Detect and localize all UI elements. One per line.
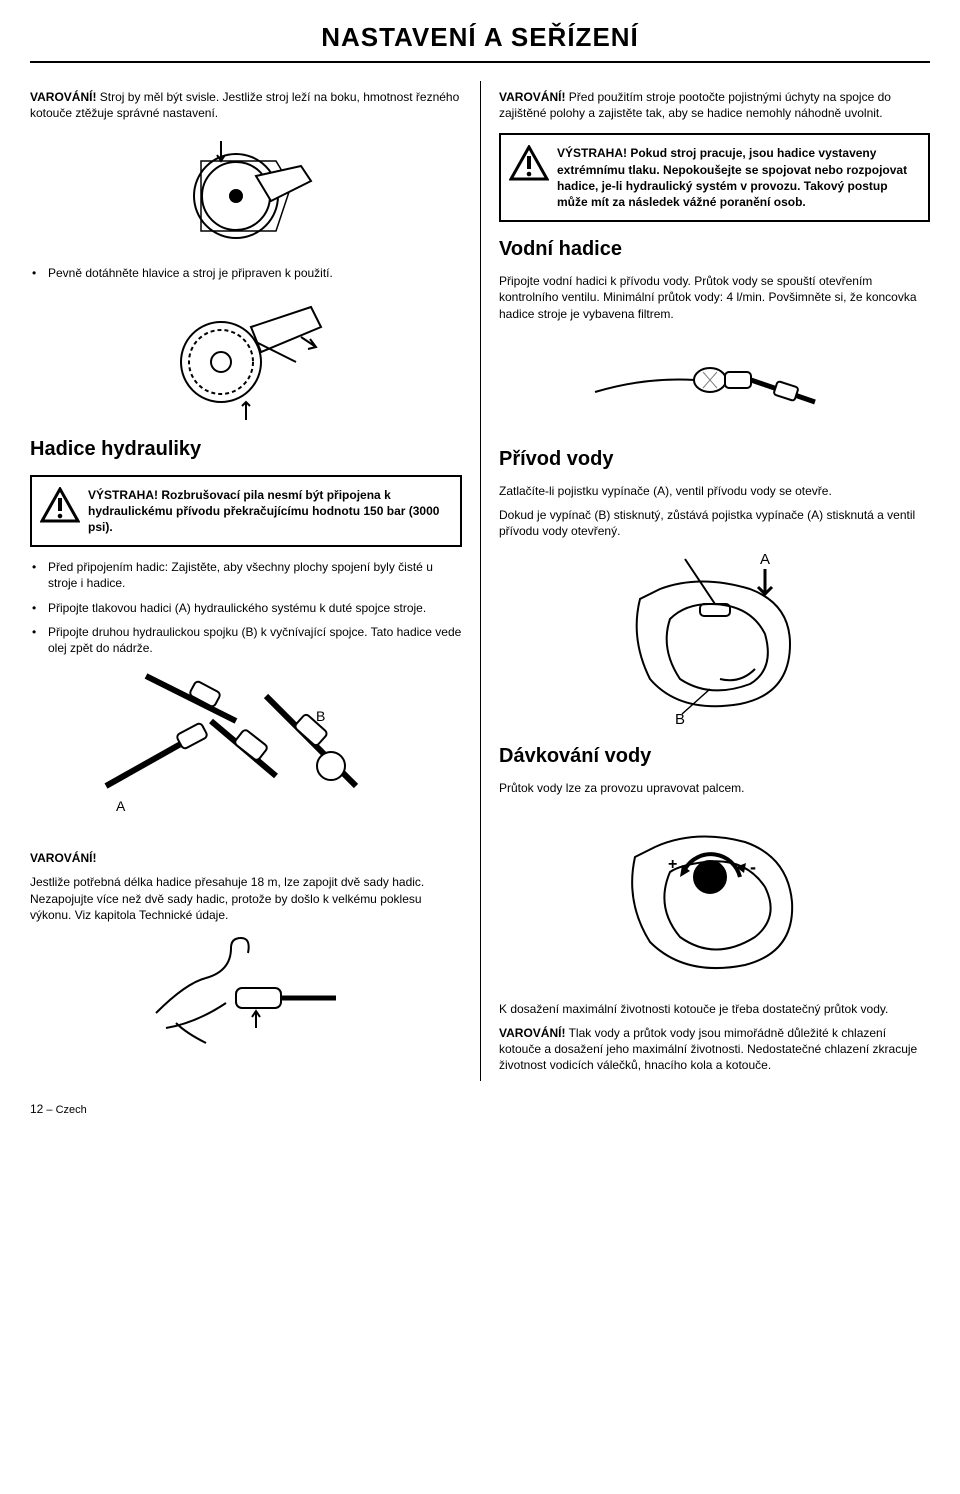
label-a: A — [760, 551, 770, 568]
warning-label: VÝSTRAHA! — [557, 146, 627, 160]
bullet-hose-a: Připojte tlakovou hadici (A) hydraulické… — [30, 600, 462, 616]
warning-triangle-icon — [509, 145, 549, 181]
right-column: VAROVÁNÍ! Před použitím stroje pootočte … — [480, 81, 930, 1081]
heading-water-supply: Přívod vody — [499, 446, 930, 473]
figure-water-hose — [499, 332, 930, 432]
heading-water-hose: Vodní hadice — [499, 236, 930, 263]
figure-dosage-dial: + - — [499, 807, 930, 987]
water-hose-text: Připojte vodní hadici k přívodu vody. Pr… — [499, 273, 930, 322]
bullet-before-connect: Před připojením hadic: Zajistěte, aby vš… — [30, 559, 462, 591]
figure-tighten — [30, 292, 462, 422]
left-column: VAROVÁNÍ! Stroj by měl být svisle. Jestl… — [30, 81, 480, 1081]
page-title: NASTAVENÍ A SEŘÍZENÍ — [30, 20, 930, 63]
heading-water-dosage: Dávkování vody — [499, 743, 930, 770]
dosage-p1: Průtok vody lze za provozu upravovat pal… — [499, 780, 930, 796]
figure-hose-join — [30, 933, 462, 1063]
label-plus: + — [668, 856, 677, 873]
dosage-warning: VAROVÁNÍ! Tlak vody a průtok vody jsou m… — [499, 1025, 930, 1074]
right-warning-intro: VAROVÁNÍ! Před použitím stroje pootočte … — [499, 89, 930, 121]
warning-hose-length: Jestliže potřebná délka hadice přesahuje… — [30, 874, 462, 923]
warning-box-pressure-danger: VÝSTRAHA! Pokud stroj pracuje, jsou hadi… — [499, 133, 930, 222]
warning-triangle-icon — [40, 487, 80, 523]
warning-label: VAROVÁNÍ! — [499, 1026, 565, 1040]
label-b: B — [316, 708, 325, 724]
label-minus: - — [750, 857, 756, 877]
warning-heading: VAROVÁNÍ! — [30, 850, 462, 866]
supply-p2: Dokud je vypínač (B) stisknutý, zůstává … — [499, 507, 930, 539]
figure-trigger-ab: A B — [499, 549, 930, 729]
heading-hydraulic-hoses: Hadice hydrauliky — [30, 436, 462, 463]
bullet-hose-b: Připojte druhou hydraulickou spojku (B) … — [30, 624, 462, 656]
left-warning-intro: VAROVÁNÍ! Stroj by měl být svisle. Jestl… — [30, 89, 462, 121]
figure-blade-adjust — [30, 131, 462, 251]
page-lang: – Czech — [43, 1104, 86, 1116]
page-footer: 12 – Czech — [30, 1101, 930, 1118]
bullet-list: Pevně dotáhněte hlavice a stroj je připr… — [30, 265, 462, 281]
supply-p1: Zatlačíte-li pojistku vypínače (A), vent… — [499, 483, 930, 499]
warning-label: VAROVÁNÍ! — [30, 90, 96, 104]
warning-label: VAROVÁNÍ! — [499, 90, 565, 104]
page-number: 12 — [30, 1102, 43, 1116]
bullet-tighten: Pevně dotáhněte hlavice a stroj je připr… — [30, 265, 462, 281]
label-a: A — [116, 798, 126, 814]
figure-hose-connections: A B — [30, 666, 462, 836]
warning-box-pressure: VÝSTRAHA! Rozbrušovací pila nesmí být př… — [30, 475, 462, 548]
bullet-list-hoses: Před připojením hadic: Zajistěte, aby vš… — [30, 559, 462, 656]
dosage-p2: K dosažení maximální životnosti kotouče … — [499, 1001, 930, 1017]
two-column-layout: VAROVÁNÍ! Stroj by měl být svisle. Jestl… — [30, 81, 930, 1081]
warning-label: VÝSTRAHA! — [88, 488, 158, 502]
